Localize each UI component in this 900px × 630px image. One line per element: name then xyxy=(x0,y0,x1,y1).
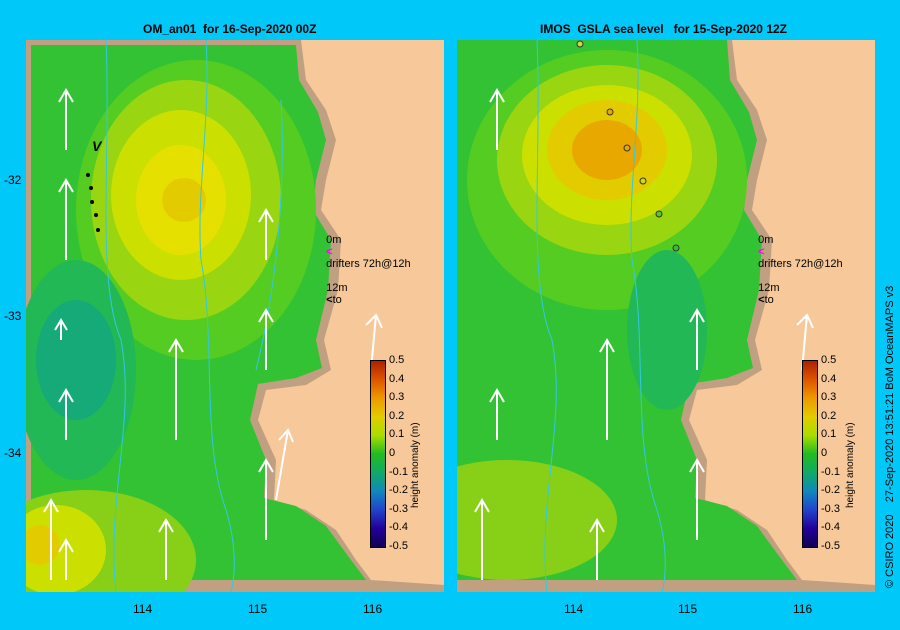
legend-to-text: to xyxy=(332,294,342,306)
right-panel-title: IMOS GSLA sea level for 15-Sep-2020 12Z xyxy=(540,22,787,36)
legend-drifters-text: drifters 72h@12h xyxy=(326,258,411,270)
colorbar-tick-label: 0.5 xyxy=(821,354,837,366)
drifter-marker-icon: < xyxy=(326,246,333,258)
right-map-panel xyxy=(457,40,875,592)
x-tick-label: 115 xyxy=(248,602,268,616)
colorbar-tick-label: 0 xyxy=(389,447,396,459)
left-glyph: V xyxy=(92,138,103,154)
legend-drifters-text: drifters 72h@12h xyxy=(758,258,843,270)
legend-to-text: to xyxy=(764,294,774,306)
colorbar-tick-label: -0.1 xyxy=(389,465,408,478)
colorbar-tick-label: -0.5 xyxy=(389,540,408,552)
legend-depth-0m: 0m xyxy=(758,234,774,246)
legend-depth-12m: 12m xyxy=(758,282,780,294)
y-tick-label: -33 xyxy=(4,309,22,323)
colorbar-tick-label: 0.2 xyxy=(389,409,405,422)
colorbar-tick-label: -0.4 xyxy=(389,521,408,534)
colorbar-tick-label: 0.1 xyxy=(821,428,837,441)
x-tick-label: 116 xyxy=(793,602,813,616)
colorbar-tick-label: 0.3 xyxy=(821,391,837,404)
drifter-marker-icon: < xyxy=(758,294,765,306)
colorbar-tick-label: -0.3 xyxy=(389,502,408,515)
colorbar-tick-label: -0.1 xyxy=(821,465,840,478)
colorbar-tick-label: 0.2 xyxy=(821,409,837,422)
left-drifter-legend: 0m < drifters 72h@12h 12m <to xyxy=(320,222,411,306)
x-tick-label: 115 xyxy=(678,602,698,616)
x-tick-label: 114 xyxy=(564,602,584,616)
colorbar-tick-label: 0 xyxy=(821,447,828,459)
y-tick-label: -32 xyxy=(4,173,22,187)
x-tick-label: 114 xyxy=(133,602,153,616)
colorbar-tick-label: 0.4 xyxy=(389,372,405,385)
left-colorbar-title: height anomaly (m) xyxy=(410,422,421,508)
x-tick-label: 116 xyxy=(363,602,383,616)
legend-depth-0m: 0m xyxy=(326,234,342,246)
left-map-panel: V xyxy=(26,40,444,592)
drifter-marker-icon: < xyxy=(326,294,333,306)
y-tick-label: -34 xyxy=(4,446,22,460)
legend-depth-12m: 12m xyxy=(326,282,348,294)
colorbar-tick-label: -0.5 xyxy=(821,540,840,552)
colorbar-tick-label: 0.1 xyxy=(389,428,405,441)
left-panel-title: OM_an01 for 16-Sep-2020 00Z xyxy=(143,22,317,36)
colorbar-tick-label: 0.4 xyxy=(821,372,837,385)
right-colorbar-title: height anomaly (m) xyxy=(845,422,856,508)
drifter-marker-icon: < xyxy=(758,246,765,258)
colorbar-tick-label: 0.5 xyxy=(389,354,405,366)
colorbar-tick-label: -0.4 xyxy=(821,521,840,534)
right-colorbar xyxy=(802,360,818,548)
colorbar-tick-label: 0.3 xyxy=(389,391,405,404)
left-colorbar xyxy=(370,360,386,548)
colorbar-tick-label: -0.2 xyxy=(389,484,408,497)
credit-text: © CSIRO 2020 27-Sep-2020 13:51:21 BoM Oc… xyxy=(884,285,896,588)
colorbar-tick-label: -0.3 xyxy=(821,502,840,515)
colorbar-tick-label: -0.2 xyxy=(821,484,840,497)
right-drifter-legend: 0m < drifters 72h@12h 12m <to xyxy=(752,222,843,306)
